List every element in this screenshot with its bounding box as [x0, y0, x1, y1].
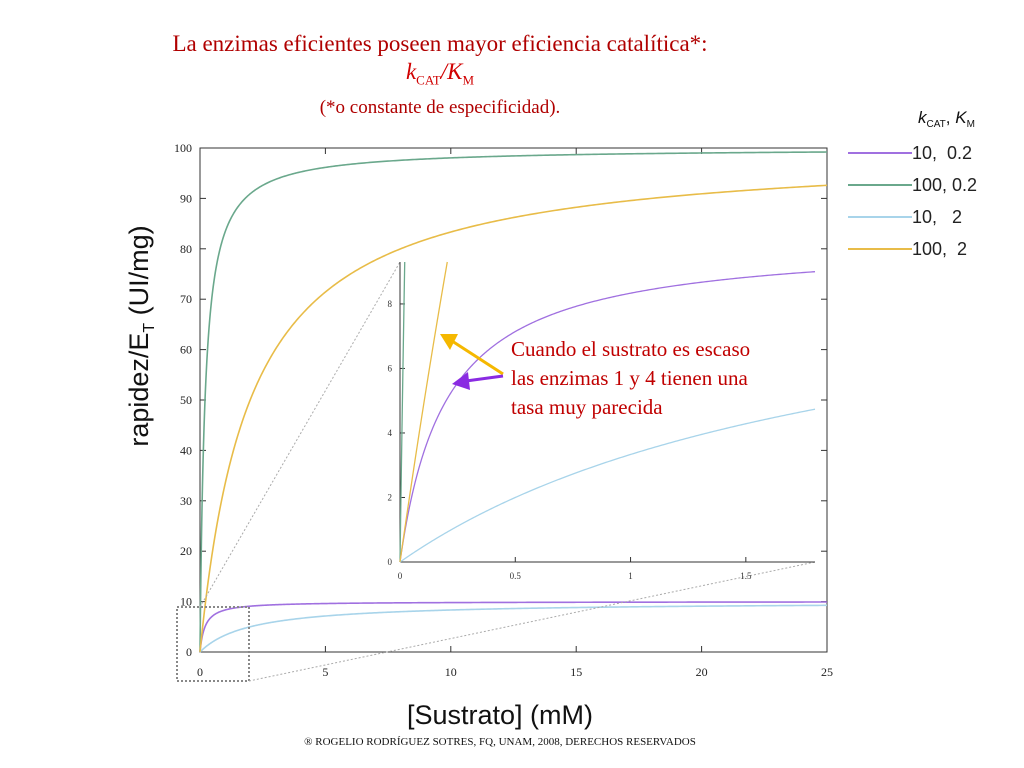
zoom-region-box [176, 606, 250, 682]
y-tick-label-7: 70 [180, 292, 192, 306]
inset-curves [399, 261, 816, 563]
y-tick-label-1: 10 [180, 595, 192, 609]
legend-title-km-sub: M [967, 119, 975, 130]
x-tick-label-0: 0 [197, 665, 203, 679]
inset-y-tick-label-3: 6 [388, 363, 393, 373]
y-tick-label-9: 90 [180, 191, 192, 205]
legend-title-k-sub: CAT [927, 119, 946, 130]
annotation-arrow-purple [452, 372, 504, 390]
km-subscript: M [462, 72, 475, 88]
inset-x-tick-label-1: 0.5 [510, 571, 522, 581]
km-symbol: K [447, 59, 463, 84]
inset-curve-1 [399, 261, 406, 562]
title-line-3: (*o constante de especificidad). [319, 96, 561, 118]
main-curves [199, 151, 828, 653]
legend-title-sep: , [946, 108, 955, 127]
zoom-connector-top [199, 261, 401, 608]
y-tick-label-0: 0 [186, 645, 192, 659]
annotation-line-1: Cuando el sustrato es escaso [511, 337, 750, 361]
main-curve-3 [199, 184, 828, 653]
legend-label-2: 10, 2 [912, 207, 962, 227]
inset-x-tick-label-2: 1 [628, 571, 633, 581]
x-tick-label-2: 10 [445, 665, 457, 679]
legend-label-1: 100, 0.2 [912, 175, 977, 195]
y-axis-label: rapidez/ET (UI/mg) [124, 225, 158, 446]
inset-y-tick-label-2: 4 [388, 428, 393, 438]
legend-label-3: 100, 2 [912, 239, 967, 259]
y-axis-label-main: rapidez/E [124, 333, 154, 447]
x-tick-label-3: 15 [570, 665, 582, 679]
kcat-subscript: CAT [416, 72, 441, 88]
title-formula: kCAT/KM [0, 58, 880, 95]
y-tick-label-5: 50 [180, 393, 192, 407]
legend-title-k: k [918, 108, 928, 127]
annotation-line-2: las enzimas 1 y 4 tienen una [511, 366, 748, 390]
y-axis-label-units: (UI/mg) [124, 225, 154, 323]
inset-curve-0 [399, 271, 816, 563]
main-curve-2 [199, 604, 828, 653]
inset-x-tick-label-3: 1.5 [740, 571, 752, 581]
inset-x-tick-label-0: 0 [398, 571, 403, 581]
main-curve-1 [199, 151, 828, 652]
y-tick-label-8: 80 [180, 242, 192, 256]
y-tick-label-6: 60 [180, 343, 192, 357]
annotation-text: Cuando el sustrato es escaso las enzimas… [511, 337, 755, 419]
y-tick-label-3: 30 [180, 494, 192, 508]
x-tick-label-4: 20 [696, 665, 708, 679]
main-curve-0 [199, 601, 827, 653]
annotation-line-3: tasa muy parecida [511, 395, 663, 419]
inset-curve-3 [399, 261, 448, 563]
title-line-1: La enzimas eficientes poseen mayor efici… [172, 31, 708, 56]
y-tick-label-2: 20 [180, 544, 192, 558]
legend-items: 10, 0.2 100, 0.2 10, 2 100, 2 [848, 143, 977, 259]
slide-title: La enzimas eficientes poseen mayor efici… [0, 30, 880, 121]
legend: kCAT, KM 10, 0.2 100, 0.2 10, 2 100, 2 [848, 108, 977, 259]
inset-y-tick-label-4: 8 [388, 299, 393, 309]
x-axis-label: [Sustrato] (mM) [407, 700, 593, 730]
legend-title: kCAT, KM [918, 108, 975, 130]
inset-y-tick-label-0: 0 [388, 557, 393, 567]
x-tick-label-5: 25 [821, 665, 833, 679]
inset-curve-2 [399, 408, 816, 563]
legend-label-0: 10, 0.2 [912, 143, 972, 163]
y-tick-label-10: 100 [174, 141, 192, 155]
zoom-connector-bottom [248, 561, 816, 682]
y-axis-label-subscript: T [141, 323, 158, 333]
annotation-arrow-yellow [440, 334, 504, 376]
formula-slash: / [440, 59, 448, 84]
legend-title-km: K [955, 108, 967, 127]
inset-plot-area [400, 262, 815, 562]
inset-y-tick-label-1: 2 [388, 492, 393, 502]
y-tick-label-4: 40 [180, 443, 192, 457]
kcat-symbol: k [405, 59, 417, 84]
copyright-footer: ® ROGELIO RODRÍGUEZ SOTRES, FQ, UNAM, 20… [304, 736, 696, 748]
x-tick-label-1: 5 [322, 665, 328, 679]
